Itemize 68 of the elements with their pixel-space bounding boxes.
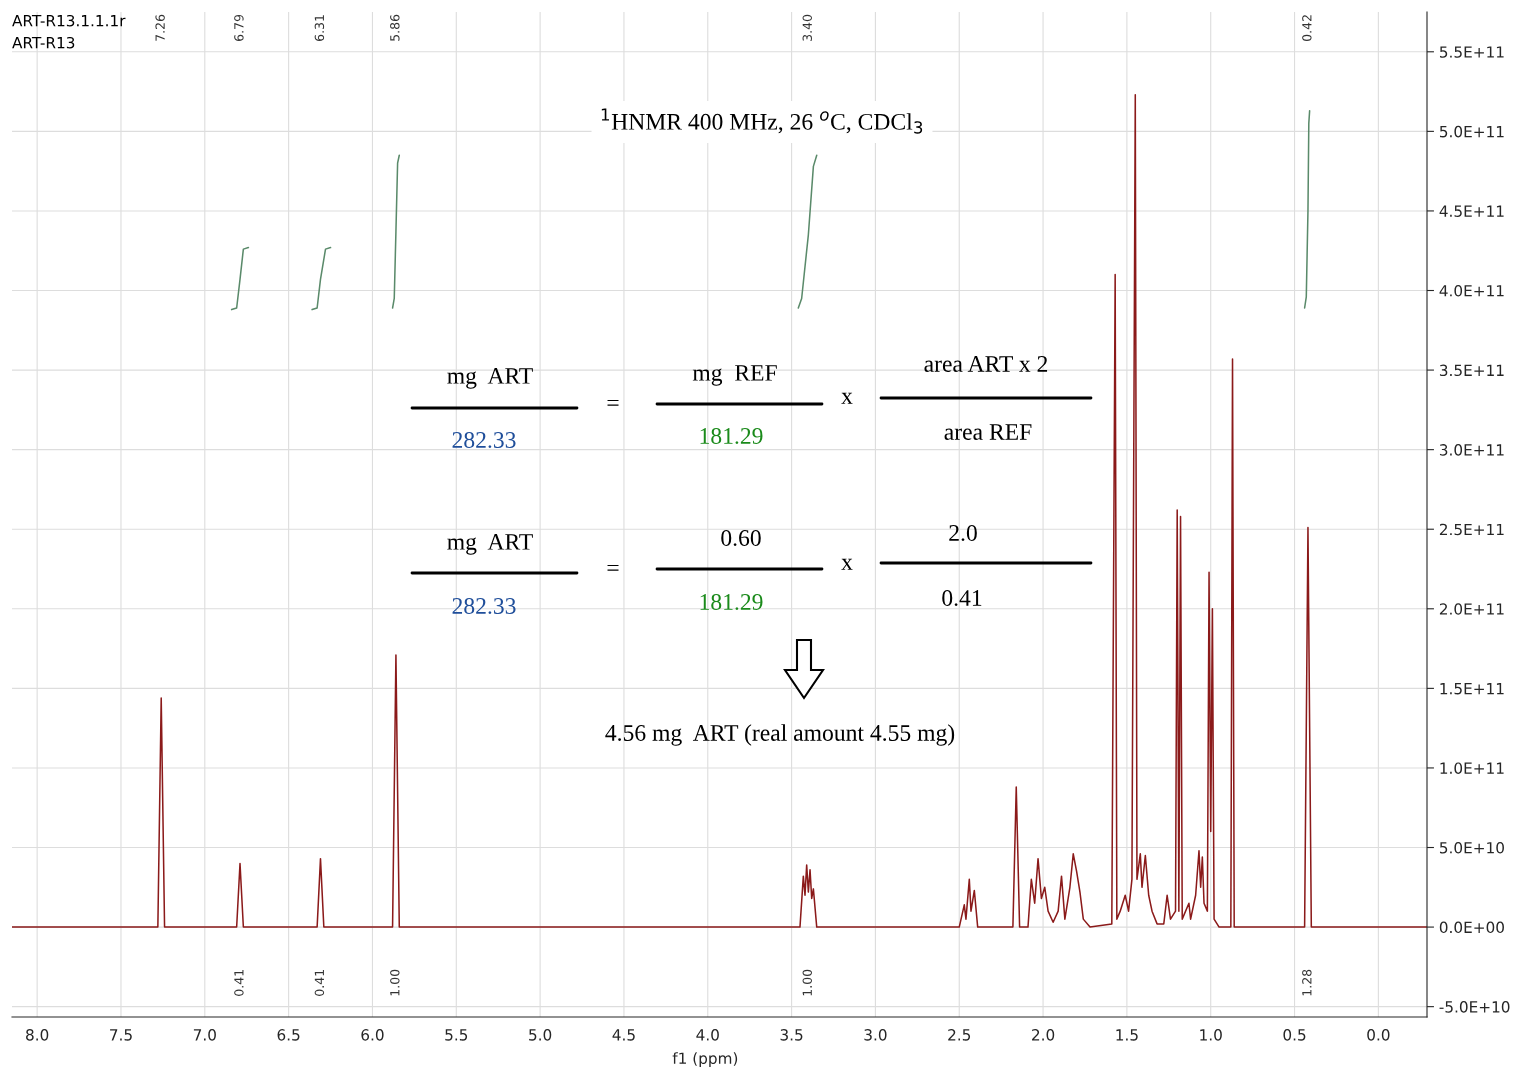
y-tick-label: 5.0E+11: [1439, 125, 1504, 138]
x-tick-label: 4.5: [612, 1029, 635, 1041]
line-series: [230, 246, 250, 311]
annotation: 0.42: [1302, 15, 1312, 42]
annotation: 1.00: [390, 969, 400, 996]
annotation: x: [841, 392, 853, 404]
x-tick-label: 1.0: [1200, 1029, 1222, 1041]
x-tick-label: 1.5: [1116, 1029, 1138, 1041]
annotation: area REF: [944, 424, 1032, 440]
y-tick-label: 1.0E+11: [1440, 762, 1504, 774]
y-tick-label: 3.0E+11: [1439, 444, 1504, 456]
line-series: [311, 246, 332, 311]
annotation: 0.60: [721, 529, 761, 547]
x-tick-label: 3.5: [780, 1029, 803, 1041]
annotation: area ART x 2: [924, 356, 1048, 372]
x-tick-label: 6.5: [277, 1029, 300, 1041]
y-tick-label: 3.5E+11: [1439, 364, 1504, 377]
y-tick-label: 5.0E+10: [1439, 841, 1504, 854]
line-series: [797, 154, 818, 309]
annotation: 7.26: [155, 14, 165, 41]
annotation: 6.31: [314, 15, 325, 41]
annotation: ART-R13: [12, 36, 75, 49]
annotation: =: [607, 399, 619, 406]
y-tick-label: 4.5E+11: [1439, 205, 1504, 217]
x-tick-label: 2.0: [1032, 1029, 1055, 1041]
annotation: ART-R13.1.1.1r: [12, 14, 126, 27]
annotation: 282.33: [452, 597, 516, 615]
annotation: 282.33: [452, 431, 516, 449]
x-tick-label: 6.0: [361, 1029, 384, 1041]
y-tick-label: 1.5E+11: [1440, 683, 1504, 695]
line-series: [12, 93, 1427, 928]
x-tick-label: 0.5: [1283, 1029, 1306, 1041]
annotation: 1.28: [1302, 969, 1312, 996]
x-tick-label: 5.5: [445, 1029, 468, 1041]
y-tick-label: 4.0E+11: [1439, 284, 1504, 297]
annotation: 181.29: [700, 427, 763, 445]
y-tick-label: 2.5E+11: [1439, 523, 1504, 536]
y-tick-label: 5.5E+11: [1439, 46, 1504, 58]
x-tick-label: 2.5: [948, 1029, 971, 1041]
x-tick-label: 7.0: [193, 1029, 216, 1041]
x-tick-label: 8.0: [26, 1029, 49, 1041]
x-axis-title: f1 (ppm): [672, 1052, 738, 1067]
x-tick-label: 5.0: [529, 1029, 552, 1041]
annotation: 0.41: [234, 970, 244, 996]
annotation: x: [841, 558, 853, 570]
x-tick-label: 0.0: [1367, 1029, 1390, 1041]
annotation: mg ART: [447, 534, 533, 555]
annotation: 0.41: [942, 589, 982, 607]
annotation: mg ART: [447, 368, 533, 389]
y-tick-label: -5.0E+10: [1439, 1001, 1510, 1013]
y-tick-label: 0.0E+00: [1439, 921, 1504, 934]
annotation: 181.29: [700, 593, 763, 611]
annotation: 4.56 mg ART (real amount 4.55 mg): [605, 724, 955, 746]
annotation: 2.0: [949, 524, 977, 542]
annotation: 5.86: [390, 14, 400, 41]
y-tick-label: 2.0E+11: [1439, 603, 1504, 615]
annotation: 1.00: [802, 969, 812, 996]
annotation: mg REF: [692, 365, 777, 386]
x-tick-label: 3.0: [864, 1029, 887, 1041]
annotation: 6.79: [234, 14, 244, 41]
annotation: 3.40: [802, 14, 812, 41]
x-tick-label: 4.0: [696, 1029, 719, 1041]
annotation: =: [607, 564, 619, 571]
x-tick-label: 7.5: [110, 1029, 132, 1041]
line-series: [1303, 109, 1311, 309]
line-series: [391, 154, 401, 309]
annotation: $^{1}$HNMR 400 MHz, 26 $^{o}$C, CDCl$_{3}$: [601, 108, 923, 134]
annotation: 0.41: [314, 970, 325, 996]
